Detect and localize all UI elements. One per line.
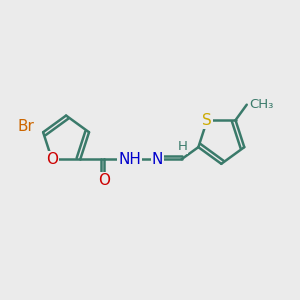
Text: N: N [152, 152, 163, 167]
Text: S: S [202, 113, 212, 128]
Text: CH₃: CH₃ [250, 98, 274, 111]
Text: O: O [98, 173, 110, 188]
Text: Br: Br [17, 119, 34, 134]
Text: NH: NH [118, 152, 141, 167]
Text: H: H [178, 140, 188, 153]
Text: O: O [46, 152, 58, 167]
